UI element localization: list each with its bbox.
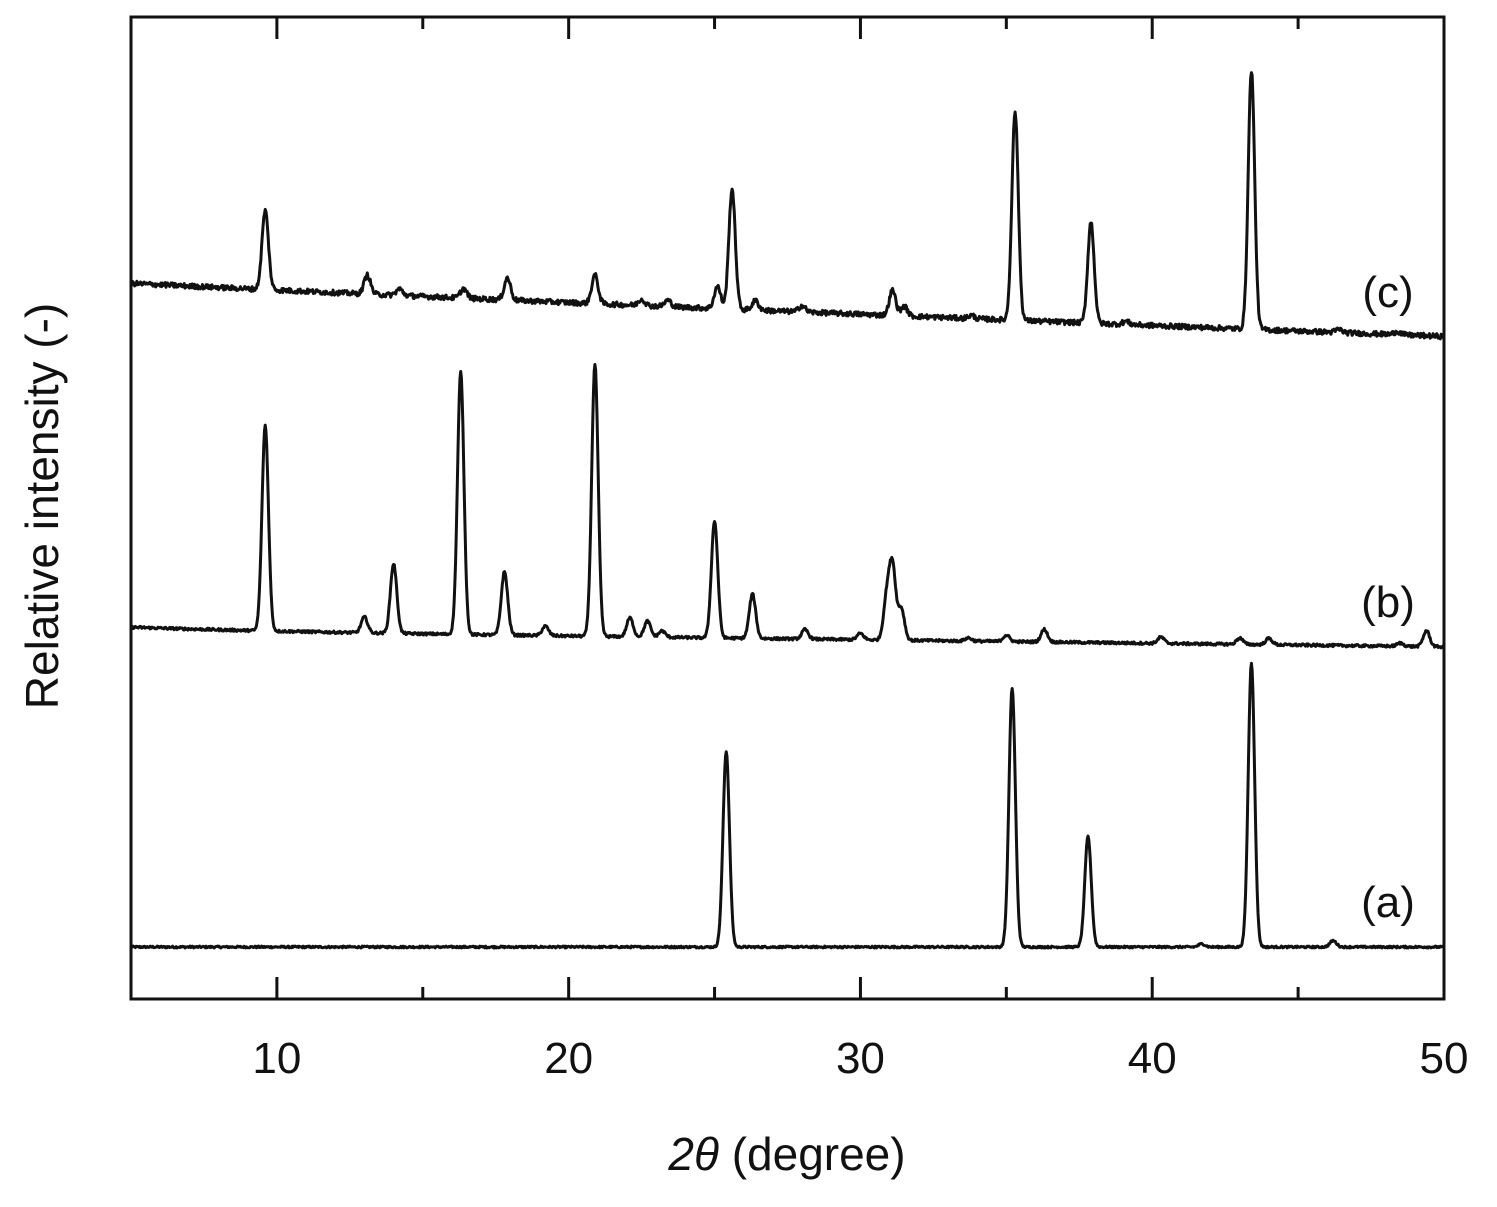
- series-line-b: [129, 363, 1446, 650]
- x-tick-label-30: 30: [836, 1034, 885, 1083]
- x-tick-label-50: 50: [1420, 1034, 1469, 1083]
- plot-lines: [129, 71, 1446, 950]
- series-label-c: (c): [1362, 268, 1413, 317]
- x-axis-title-text: (degree): [719, 1128, 906, 1180]
- series-label-b: (b): [1361, 578, 1415, 627]
- series-line-a: [129, 661, 1445, 950]
- x-axis-title: 2θ (degree): [667, 1128, 905, 1180]
- x-tick-label-20: 20: [544, 1034, 593, 1083]
- x-tick-label-40: 40: [1128, 1034, 1177, 1083]
- x-tick-label-10: 10: [252, 1034, 301, 1083]
- y-axis-title: Relative intensity (-): [16, 303, 68, 709]
- series-labels: (a) (b) (c): [1361, 268, 1415, 927]
- series-line-c: [129, 71, 1446, 341]
- x-tick-labels: 10 20 30 40 50: [252, 1034, 1468, 1083]
- axis-ticks: [275, 17, 1300, 999]
- plot-frame: [129, 15, 1446, 1001]
- x-axis-title-symbol: 2θ: [667, 1128, 719, 1180]
- series-label-a: (a): [1361, 878, 1415, 927]
